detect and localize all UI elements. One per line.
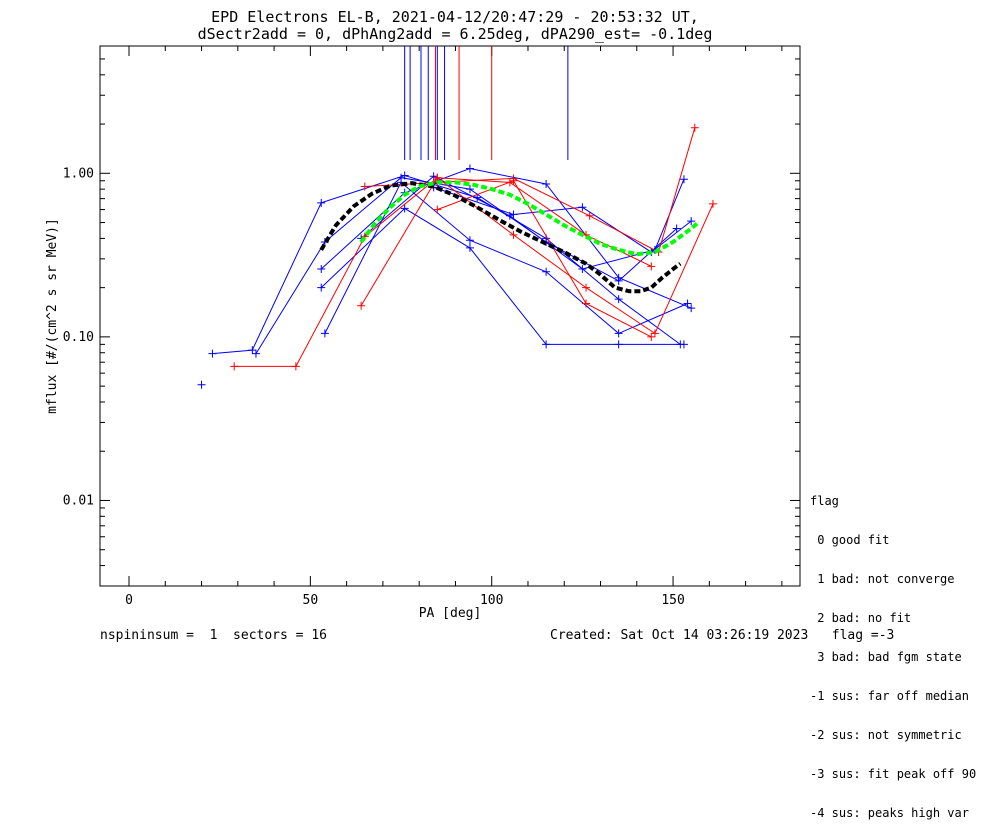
footer-created-info: Created: Sat Oct 14 03:26:19 2023 flag =… (550, 628, 895, 643)
data-point (647, 332, 656, 341)
legend-title: flag (810, 494, 839, 508)
data-series (197, 123, 717, 389)
data-point (320, 329, 329, 338)
series-line (320, 167, 692, 309)
data-point (317, 264, 326, 273)
data-point (465, 164, 474, 173)
legend-item: 2 bad: no fit (810, 611, 912, 625)
data-point (317, 198, 326, 207)
data-point (542, 340, 551, 349)
data-point (542, 180, 551, 189)
data-point (614, 329, 623, 338)
legend-item: -1 sus: far off median (810, 689, 969, 703)
data-point (614, 295, 623, 304)
series-line (433, 186, 692, 253)
series-line (234, 177, 652, 367)
data-point (433, 205, 442, 214)
data-point (578, 203, 587, 212)
data-point (585, 211, 594, 220)
plot-frame (99, 45, 801, 587)
data-point (465, 236, 474, 245)
data-point (687, 304, 696, 313)
legend-item: 0 good fit (810, 533, 890, 547)
fit-curve-green (359, 180, 700, 257)
data-point (230, 362, 239, 371)
legend-item: -4 sus: peaks high var (810, 806, 969, 820)
series-line (437, 180, 652, 338)
fit-curve-black (319, 181, 682, 294)
legend-item: 1 bad: not converge (810, 572, 955, 586)
legend-item: 3 bad: bad fgm state (810, 650, 962, 664)
chart-subtitle: dSectr2add = 0, dPhAng2add = 6.25deg, dP… (198, 25, 713, 43)
flag-legend: flag 0 good fit 1 bad: not converge 2 ba… (810, 469, 976, 833)
series-line (212, 174, 681, 355)
legend-item: -3 sus: fit peak off 90 (810, 767, 977, 781)
legend-item: -2 sus: not symmetric (810, 728, 962, 742)
data-point (509, 176, 518, 185)
data-point (509, 210, 518, 219)
x-tick-label: 50 (303, 593, 319, 608)
footer-sector-info: nspininsum = 1 sectors = 16 (100, 628, 327, 643)
data-point (465, 185, 474, 194)
chart-title: EPD Electrons EL-B, 2021-04-12/20:47:29 … (211, 8, 699, 26)
data-point (400, 204, 409, 213)
data-point (679, 175, 688, 184)
data-point (650, 329, 659, 338)
data-point (578, 264, 587, 273)
series-line (364, 127, 696, 253)
data-point (614, 340, 623, 349)
y-tick-label: 0.01 (63, 493, 94, 508)
marker-lines (404, 46, 569, 160)
y-tick-label: 1.00 (63, 166, 94, 181)
data-point (197, 380, 206, 389)
x-tick-label: 0 (125, 593, 133, 608)
x-tick-label: 100 (480, 593, 503, 608)
series-line (360, 176, 714, 335)
data-point (251, 349, 260, 358)
data-point (687, 217, 696, 226)
data-point (542, 267, 551, 276)
data-point (317, 283, 326, 292)
data-point (357, 301, 366, 310)
data-point (614, 273, 623, 282)
series-line (320, 207, 684, 345)
y-tick-label: 0.10 (63, 330, 94, 345)
data-point (708, 199, 717, 208)
data-point (208, 349, 217, 358)
data-point (509, 230, 518, 239)
x-tick-label: 150 (661, 593, 684, 608)
data-point (679, 340, 688, 349)
data-point (582, 299, 591, 308)
data-point (291, 362, 300, 371)
axes: 0 50 100 150 0.01 0.10 1.00 (63, 45, 800, 608)
data-point (582, 283, 591, 292)
series-line (255, 177, 678, 354)
data-point (429, 172, 438, 181)
data-point (672, 224, 681, 233)
data-point (647, 262, 656, 271)
data-point (690, 123, 699, 132)
data-point (465, 243, 474, 252)
x-axis-label: PA [deg] (419, 606, 482, 621)
data-point (360, 182, 369, 191)
data-point (248, 346, 257, 355)
y-axis-label: mflux [#/(cm^2 s sr MeV)] (45, 218, 60, 414)
pitch-angle-chart: EPD Electrons EL-B, 2021-04-12/20:47:29 … (45, 8, 801, 621)
